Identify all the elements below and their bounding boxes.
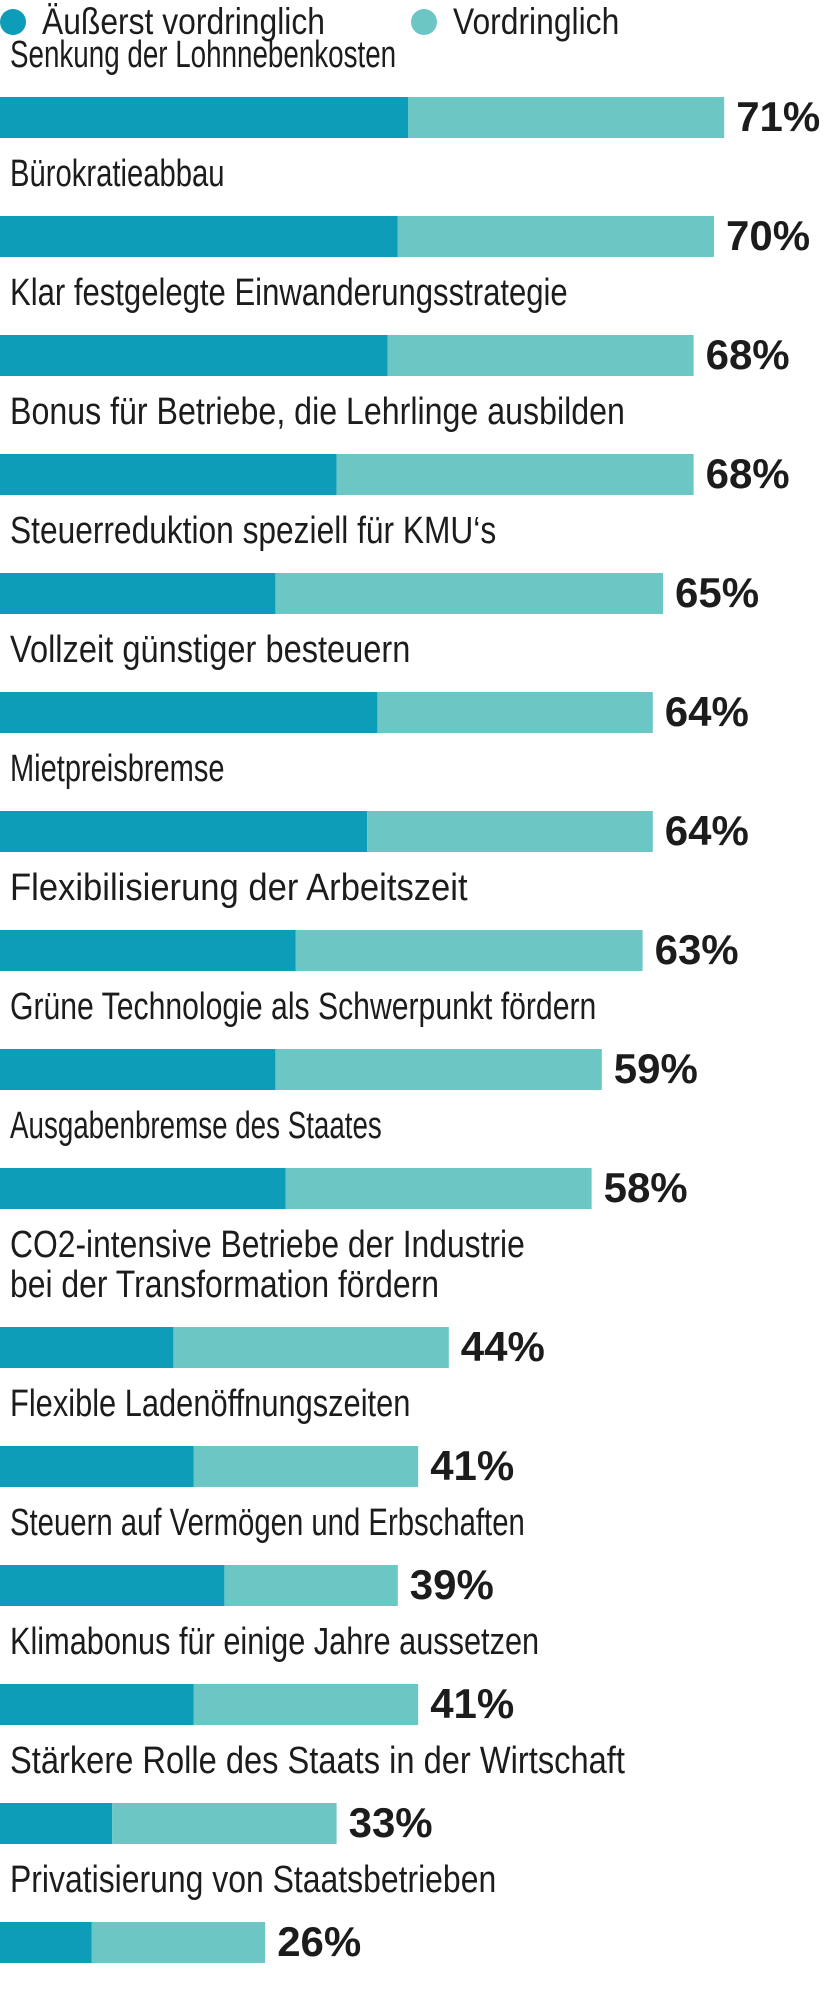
category-label: Bonus für Betriebe, die Lehrlinge ausbil… <box>10 391 625 433</box>
legend-label-aeusserst-vordringlich: Äußerst vordringlich <box>42 1 325 42</box>
bar-aeusserst-vordringlich <box>0 1327 174 1368</box>
bar-vordringlich <box>275 573 663 614</box>
legend-swatch-aeusserst-vordringlich <box>0 9 26 35</box>
total-value-label: 44% <box>461 1323 545 1370</box>
bar-vordringlich <box>275 1049 602 1090</box>
total-value-label: 70% <box>726 212 810 259</box>
bar-vordringlich <box>285 1168 592 1209</box>
category-label: Mietpreisbremse <box>10 748 225 790</box>
bar-aeusserst-vordringlich <box>0 930 296 971</box>
category-label: Vollzeit günstiger besteuern <box>10 629 410 671</box>
total-value-label: 58% <box>604 1164 688 1211</box>
category-label: Bürokratieabbau <box>10 153 225 195</box>
bar-vordringlich <box>193 1446 419 1487</box>
bar-vordringlich <box>377 692 653 733</box>
legend: Äußerst vordringlich Vordringlich <box>0 0 686 44</box>
bar-aeusserst-vordringlich <box>0 1049 276 1090</box>
category-label: Ausgabenbremse des Staates <box>10 1105 382 1147</box>
category-label: Steuern auf Vermögen und Erbschaften <box>10 1502 525 1544</box>
bar-vordringlich <box>408 97 725 138</box>
total-value-label: 68% <box>706 331 790 378</box>
total-value-label: 59% <box>614 1045 698 1092</box>
category-label: Klimabonus für einige Jahre aussetzen <box>10 1621 539 1663</box>
category-label: Senkung der Lohnnebenkosten <box>10 34 396 76</box>
total-value-label: 68% <box>706 450 790 497</box>
bar-vordringlich <box>295 930 643 971</box>
bar-aeusserst-vordringlich <box>0 1684 194 1725</box>
bar-aeusserst-vordringlich <box>0 1168 286 1209</box>
bar-vordringlich <box>224 1565 398 1606</box>
bar-aeusserst-vordringlich <box>0 573 276 614</box>
category-label: Grüne Technologie als Schwerpunkt förder… <box>10 986 596 1028</box>
bar-aeusserst-vordringlich <box>0 1446 194 1487</box>
category-label: Stärkere Rolle des Staats in der Wirtsch… <box>10 1740 625 1782</box>
bar-vordringlich <box>387 335 694 376</box>
bar-aeusserst-vordringlich <box>0 97 408 138</box>
legend-label-vordringlich: Vordringlich <box>453 1 620 42</box>
category-label: Steuerreduktion speziell für KMU‘s <box>10 510 496 552</box>
bar-aeusserst-vordringlich <box>0 1922 92 1963</box>
total-value-label: 26% <box>277 1918 361 1965</box>
category-label: Flexible Ladenöffnungszeiten <box>10 1383 410 1425</box>
bar-aeusserst-vordringlich <box>0 1803 113 1844</box>
legend-item-vordringlich: Vordringlich <box>411 1 646 43</box>
bar-vordringlich <box>173 1327 449 1368</box>
category-label: Flexibilisierung der Arbeitszeit <box>10 867 468 909</box>
bar-vordringlich <box>336 454 694 495</box>
total-value-label: 33% <box>349 1799 433 1846</box>
legend-swatch-vordringlich <box>411 9 438 35</box>
category-label: Privatisierung von Staatsbetrieben <box>10 1859 496 1901</box>
bar-vordringlich <box>193 1684 419 1725</box>
legend-item-aeusserst-vordringlich: Äußerst vordringlich <box>0 1 371 43</box>
category-label: Klar festgelegte Einwanderungsstrategie <box>10 272 568 314</box>
total-value-label: 64% <box>665 807 749 854</box>
bar-aeusserst-vordringlich <box>0 1565 225 1606</box>
total-value-label: 64% <box>665 688 749 735</box>
bar-aeusserst-vordringlich <box>0 335 388 376</box>
total-value-label: 63% <box>655 926 739 973</box>
total-value-label: 41% <box>430 1680 514 1727</box>
bar-vordringlich <box>367 811 653 852</box>
bar-vordringlich <box>112 1803 337 1844</box>
bar-aeusserst-vordringlich <box>0 811 368 852</box>
bar-vordringlich <box>397 216 714 257</box>
total-value-label: 39% <box>410 1561 494 1608</box>
bar-aeusserst-vordringlich <box>0 216 398 257</box>
total-value-label: 65% <box>675 569 759 616</box>
bar-vordringlich <box>91 1922 266 1963</box>
total-value-label: 41% <box>430 1442 514 1489</box>
bar-aeusserst-vordringlich <box>0 454 337 495</box>
total-value-label: 71% <box>736 93 820 140</box>
bar-aeusserst-vordringlich <box>0 692 378 733</box>
category-label: bei der Transformation fördern <box>10 1264 439 1306</box>
category-label: CO2-intensive Betriebe der Industrie <box>10 1224 525 1266</box>
